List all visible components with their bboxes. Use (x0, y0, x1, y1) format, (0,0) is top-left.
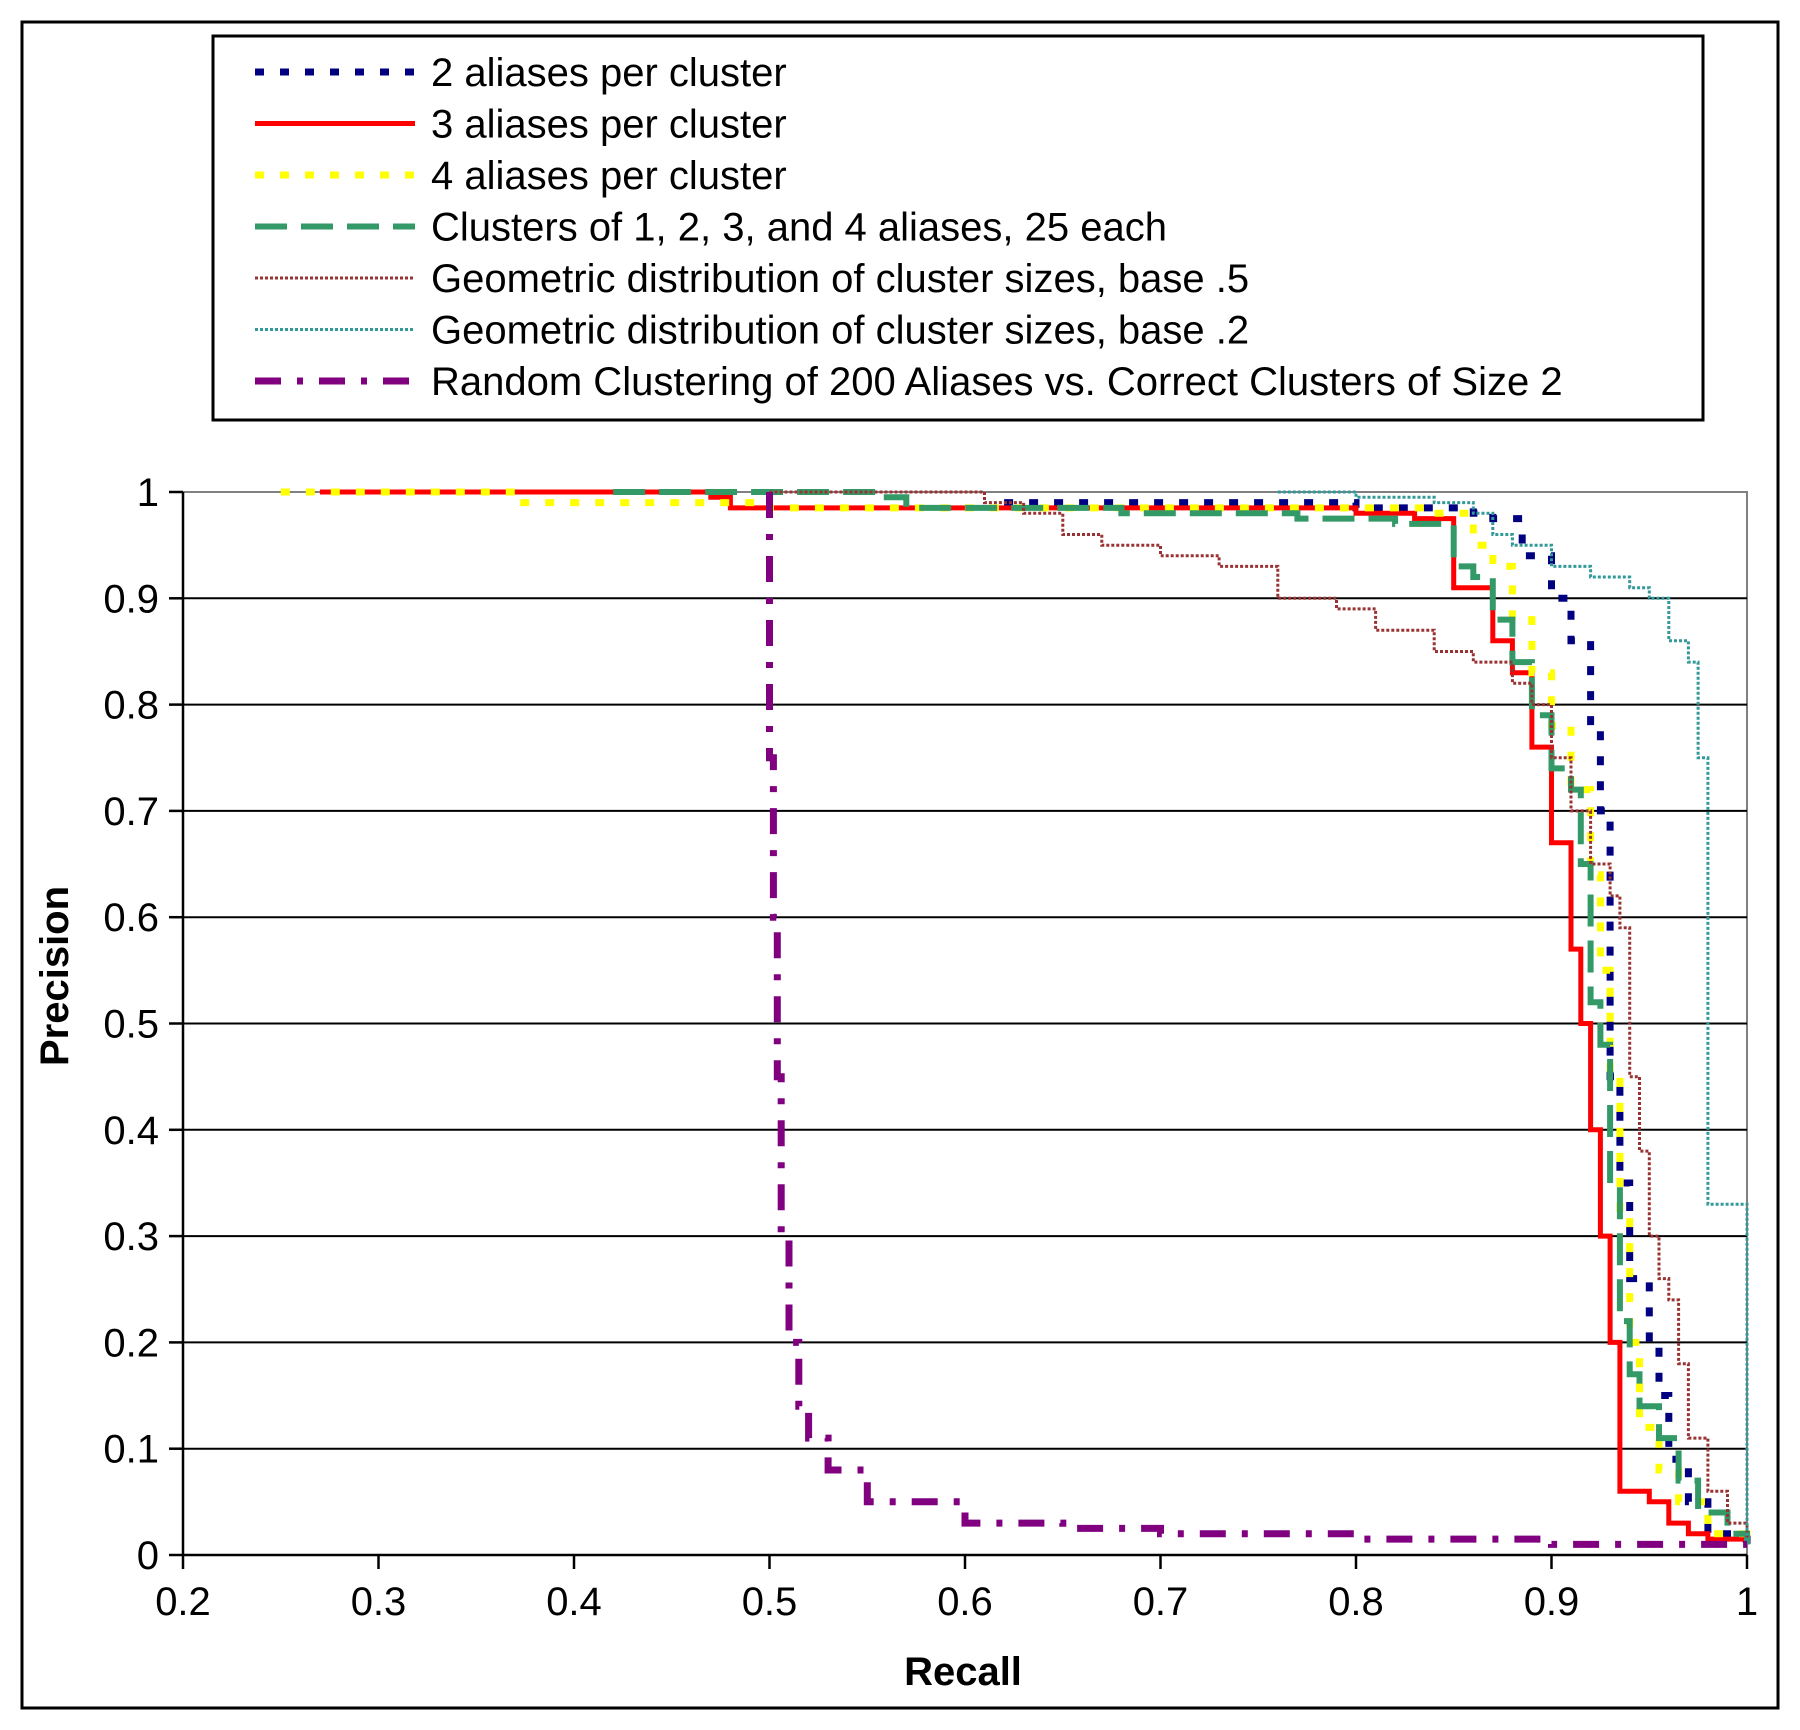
y-tick-label: 0.4 (103, 1109, 159, 1153)
y-tick-label: 0.5 (103, 1003, 159, 1047)
series-line-1 (1004, 499, 1751, 1545)
y-tick-label: 0.3 (103, 1215, 159, 1259)
x-tick-label: 0.8 (1328, 1580, 1384, 1624)
y-tick-label: 1 (137, 471, 159, 515)
y-tick-label: 0.8 (103, 684, 159, 728)
series-line-4 (613, 489, 1750, 1545)
y-tick-label: 0.7 (103, 790, 159, 834)
series-line-2 (319, 489, 1750, 1545)
legend-label-2: 3 aliases per cluster (431, 103, 787, 147)
x-tick-label: 0.9 (1524, 1580, 1580, 1624)
x-tick-label: 0.5 (742, 1580, 798, 1624)
series-line-7 (766, 492, 1747, 1548)
legend-label-1: 2 aliases per cluster (431, 51, 787, 95)
legend-label-4: Clusters of 1, 2, 3, and 4 aliases, 25 e… (431, 206, 1167, 250)
y-tick-label: 0.2 (103, 1321, 159, 1365)
x-axis-label: Recall (904, 1650, 1022, 1694)
x-tick-label: 0.7 (1133, 1580, 1189, 1624)
legend-label-3: 4 aliases per cluster (431, 154, 787, 198)
y-tick-label: 0.9 (103, 577, 159, 621)
legend-label-6: Geometric distribution of cluster sizes,… (431, 309, 1249, 353)
x-tick-label: 0.3 (351, 1580, 407, 1624)
x-tick-label: 0.4 (546, 1580, 602, 1624)
y-axis-label: Precision (33, 886, 77, 1066)
series-line-5 (769, 490, 1749, 1540)
y-tick-label: 0.6 (103, 896, 159, 940)
x-tick-label: 1 (1736, 1580, 1758, 1624)
series-line-6 (1277, 490, 1749, 1545)
y-tick-label: 0.1 (103, 1428, 159, 1472)
legend-box (211, 34, 1705, 422)
x-tick-label: 0.2 (155, 1580, 211, 1624)
plot-area: 0 0.1 0.2 0.3 0.4 0.5 0.6 0.7 0.8 0.9 1 0.2 0.3 0.4 0.… (103, 471, 1758, 1624)
legend-label-7: Random Clustering of 200 Aliases vs. Cor… (431, 360, 1563, 404)
legend: 2 aliases per cluster 3 aliases per clust… (211, 34, 1705, 422)
legend-label-5: Geometric distribution of cluster sizes,… (431, 257, 1249, 301)
x-tick-label: 0.6 (937, 1580, 993, 1624)
y-tick-label: 0 (137, 1534, 159, 1578)
